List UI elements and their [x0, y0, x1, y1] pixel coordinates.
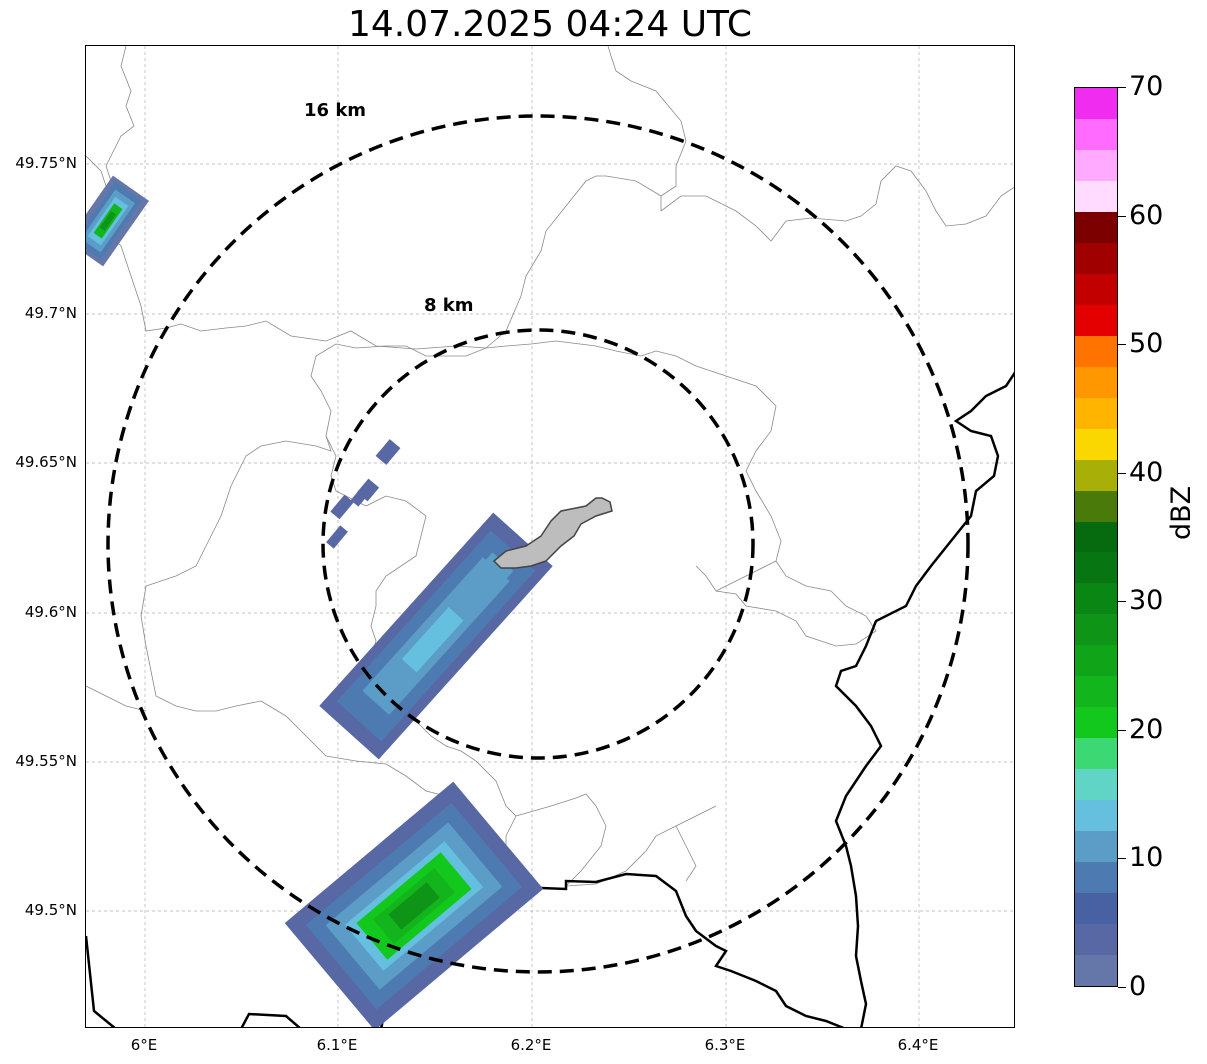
- lat-label: 49.6°N: [24, 603, 77, 621]
- colorbar-segment: [1075, 118, 1117, 150]
- colorbar-segment: [1075, 211, 1117, 243]
- colorbar-tick: [1118, 730, 1126, 731]
- colorbar-tick: [1118, 344, 1126, 345]
- admin-boundaries: [86, 46, 1014, 887]
- colorbar-tick: [1118, 87, 1126, 88]
- range-rings: [106, 114, 970, 974]
- ring-16km: [106, 114, 970, 974]
- echo-cell-south: [284, 781, 544, 1027]
- colorbar-tick: [1118, 987, 1126, 988]
- colorbar-segment: [1075, 459, 1117, 491]
- lon-label: 6.4°E: [897, 1036, 939, 1054]
- lat-label: 49.75°N: [15, 154, 77, 172]
- colorbar-segment: [1075, 582, 1117, 615]
- colorbar-segment: [1075, 892, 1117, 925]
- lat-label: 49.5°N: [24, 901, 77, 919]
- colorbar-segment: [1075, 551, 1117, 584]
- colorbar-segment: [1075, 830, 1117, 863]
- colorbar-tick: [1118, 216, 1126, 217]
- colorbar-segment: [1075, 799, 1117, 832]
- lat-label: 49.7°N: [24, 304, 77, 322]
- radar-map-canvas: 16 km 8 km: [86, 46, 1014, 1027]
- colorbar-segment: [1075, 675, 1117, 708]
- graticule: [86, 46, 1014, 1027]
- colorbar-segment: [1075, 366, 1117, 398]
- colorbar: [1074, 87, 1118, 987]
- colorbar-segment: [1075, 644, 1117, 677]
- echo-cell-central: [319, 512, 553, 760]
- colorbar-segment: [1075, 242, 1117, 274]
- colorbar-segment: [1075, 304, 1117, 336]
- colorbar-segment: [1075, 273, 1117, 305]
- colorbar-segment: [1075, 180, 1117, 212]
- town-area: [492, 497, 613, 569]
- map-title: 14.07.2025 04:24 UTC: [347, 4, 753, 45]
- colorbar-segment: [1075, 613, 1117, 646]
- lon-label: 6.3°E: [704, 1036, 746, 1054]
- radar-echoes: [86, 175, 553, 1027]
- colorbar-tick-label: 60: [1129, 200, 1164, 231]
- colorbar-tick: [1118, 858, 1126, 859]
- lon-label: 6°E: [130, 1036, 158, 1054]
- colorbar-tick-label: 20: [1129, 714, 1164, 745]
- echo-cell-central-specks: [326, 439, 401, 549]
- ring-8km: [321, 328, 755, 760]
- colorbar-tick: [1118, 473, 1126, 474]
- lat-label: 49.55°N: [15, 752, 77, 770]
- colorbar-tick-label: 10: [1129, 842, 1164, 873]
- colorbar-segment: [1075, 149, 1117, 181]
- colorbar-segment: [1075, 489, 1117, 522]
- colorbar-segment: [1075, 335, 1117, 367]
- colorbar-segment: [1075, 88, 1117, 119]
- colorbar-segment: [1075, 737, 1117, 770]
- colorbar-tick-label: 40: [1129, 457, 1164, 488]
- colorbar-segment: [1075, 768, 1117, 801]
- colorbar-tick-label: 0: [1129, 971, 1147, 1002]
- national-border: [86, 371, 1014, 1027]
- lon-label: 6.2°E: [510, 1036, 552, 1054]
- colorbar-tick-label: 50: [1129, 328, 1164, 359]
- lon-label: 6.1°E: [316, 1036, 358, 1054]
- colorbar-segment: [1075, 397, 1117, 429]
- lat-label: 49.65°N: [15, 453, 77, 471]
- echo-cell-northwest: [86, 175, 149, 267]
- colorbar-segment: [1075, 520, 1117, 553]
- colorbar-segment: [1075, 954, 1117, 986]
- colorbar-segment: [1075, 923, 1117, 956]
- colorbar-segment: [1075, 706, 1117, 739]
- colorbar-segment: [1075, 428, 1117, 460]
- colorbar-segment: [1075, 861, 1117, 894]
- ring-16km-label: 16 km: [304, 100, 366, 121]
- colorbar-tick-label: 30: [1129, 585, 1164, 616]
- ring-8km-label: 8 km: [424, 295, 474, 316]
- colorbar-tick-label: 70: [1129, 71, 1164, 102]
- colorbar-tick: [1118, 601, 1126, 602]
- colorbar-title: dBZ: [1166, 485, 1197, 540]
- radar-map: 16 km 8 km: [85, 45, 1015, 1028]
